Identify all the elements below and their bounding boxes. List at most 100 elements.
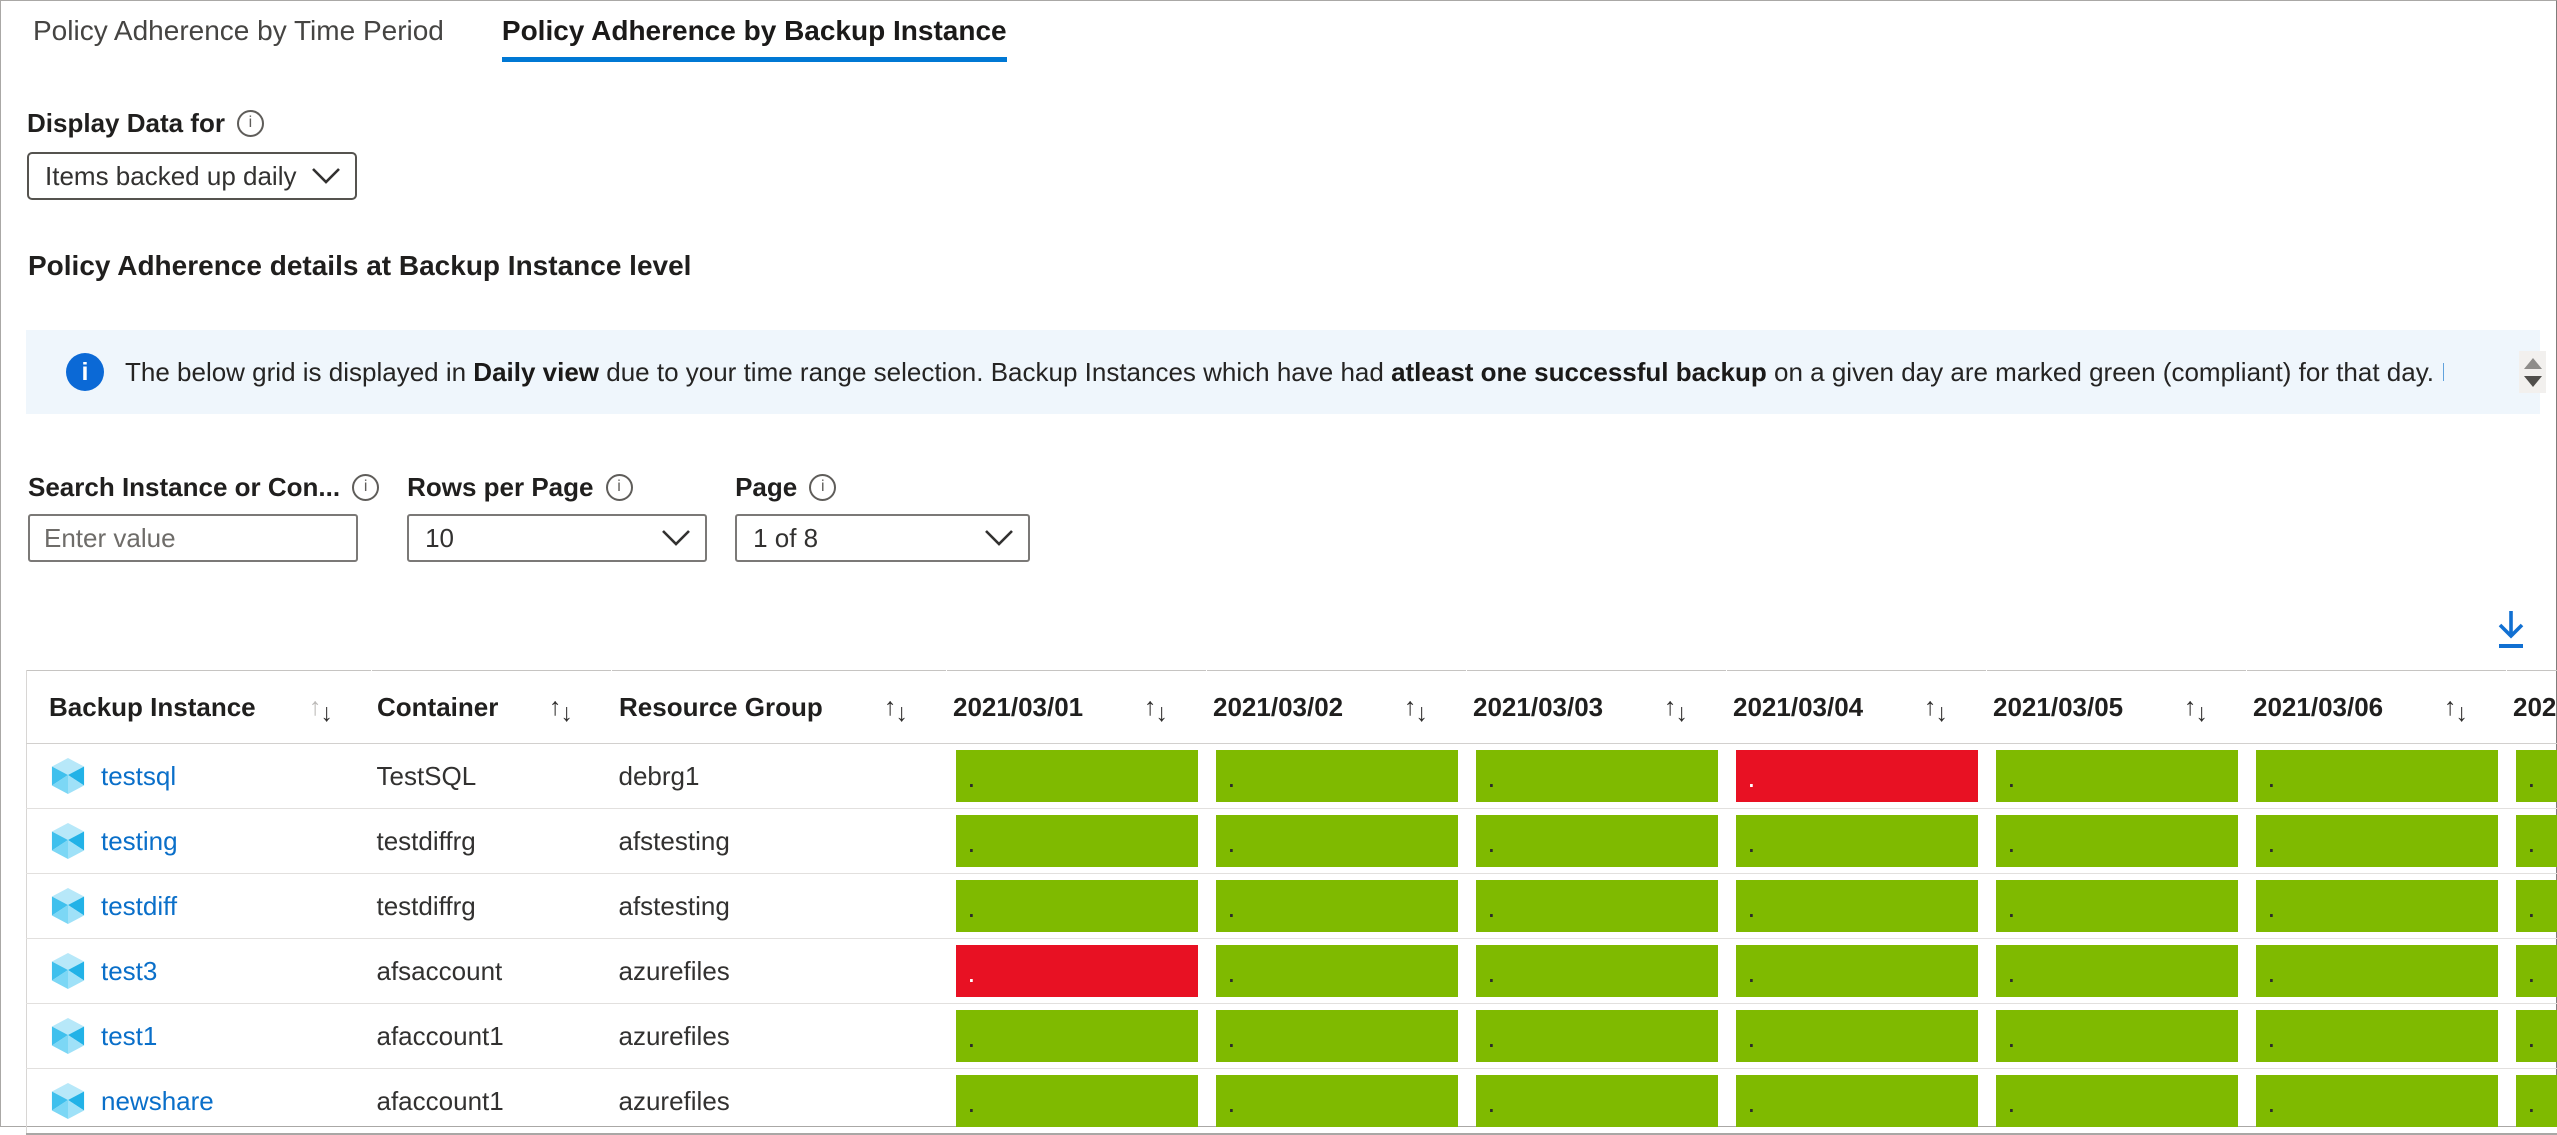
- sort-icon[interactable]: ↑↓: [1404, 693, 1428, 722]
- status-dot: .: [2008, 1024, 2016, 1052]
- download-button[interactable]: [2492, 607, 2530, 653]
- sort-down-icon: ↓: [2456, 699, 2469, 728]
- resource-group-cell: afstesting: [612, 874, 947, 939]
- status-dot: .: [2268, 764, 2276, 792]
- status-dot: .: [968, 1089, 976, 1117]
- info-icon[interactable]: i: [606, 474, 633, 501]
- column-header-backup-instance[interactable]: Backup Instance↑↓: [27, 671, 372, 744]
- tab-policy-adherence-by-time-period[interactable]: Policy Adherence by Time Period: [33, 15, 444, 62]
- resource-group-cell: debrg1: [612, 744, 947, 809]
- status-cell-compliant: .: [1216, 1010, 1458, 1062]
- display-data-select[interactable]: Items backed up daily: [27, 152, 357, 200]
- scroll-up-icon[interactable]: [2524, 358, 2542, 369]
- resource-group-cell: azurefiles: [612, 1004, 947, 1069]
- column-header-2021-03-01[interactable]: 2021/03/01↑↓: [947, 671, 1207, 744]
- status-cell-compliant: .: [1216, 750, 1458, 802]
- column-header-2021-03-03[interactable]: 2021/03/03 ↑↓: [1467, 671, 1727, 744]
- sort-icon[interactable]: ↑↓: [2184, 693, 2208, 722]
- column-header-label: Container: [377, 692, 498, 723]
- status-cell-compliant: .: [1736, 815, 1978, 867]
- status-cell-compliant: .: [1736, 880, 1978, 932]
- status-cell-compliant: .: [2516, 750, 2557, 802]
- status-dot: .: [2528, 1089, 2536, 1117]
- info-icon[interactable]: i: [352, 474, 379, 501]
- sort-icon[interactable]: ↑↓: [1144, 693, 1168, 722]
- status-dot: .: [2008, 829, 2016, 857]
- status-cell-compliant: .: [1996, 945, 2238, 997]
- sort-down-icon: ↓: [1156, 699, 1169, 728]
- resource-group-cell: azurefiles: [612, 1069, 947, 1135]
- status-cell-compliant: .: [1736, 1010, 1978, 1062]
- status-dot: .: [2528, 1024, 2536, 1052]
- column-header-container[interactable]: Container ↑↓: [372, 671, 612, 744]
- display-data-section: Display Data for i Items backed up daily: [27, 106, 2556, 200]
- status-cell-compliant: .: [2516, 945, 2557, 997]
- status-cell-compliant: .: [956, 880, 1198, 932]
- info-icon[interactable]: i: [809, 474, 836, 501]
- instance-link[interactable]: test3: [101, 956, 157, 987]
- status-cell-compliant: .: [956, 750, 1198, 802]
- info-icon[interactable]: i: [237, 110, 264, 137]
- instance-link[interactable]: test1: [101, 1021, 157, 1052]
- container-cell: TestSQL: [372, 744, 612, 809]
- column-header-2021-03-02[interactable]: 2021/03/02↑↓: [1207, 671, 1467, 744]
- instance-link[interactable]: testdiff: [101, 891, 177, 922]
- container-cell: afaccount1: [372, 1004, 612, 1069]
- status-cell-compliant: .: [2256, 1075, 2498, 1127]
- instance-link[interactable]: testsql: [101, 761, 176, 792]
- column-header-label: 2021/03/06: [2253, 692, 2383, 723]
- chevron-down-icon: [984, 529, 1014, 547]
- instance-link[interactable]: testing: [101, 826, 178, 857]
- page-select[interactable]: 1 of 8: [735, 514, 1030, 562]
- page-filter: Page i 1 of 8: [735, 470, 1030, 562]
- sort-icon[interactable]: ↑↓: [549, 693, 573, 722]
- tab-policy-adherence-by-backup-instance[interactable]: Policy Adherence by Backup Instance: [502, 15, 1007, 62]
- learn-more-link[interactable]: Learn more: [2441, 357, 2444, 387]
- rows-per-page-select[interactable]: 10: [407, 514, 707, 562]
- status-dot: .: [2268, 894, 2276, 922]
- display-data-label-text: Display Data for: [27, 108, 225, 139]
- status-cell-compliant: .: [1996, 880, 2238, 932]
- banner-scroll-spinner[interactable]: [2519, 351, 2546, 393]
- column-header-2021-03-06[interactable]: 2021/03/06 ↑↓: [2247, 671, 2507, 744]
- status-cell-compliant: .: [1736, 945, 1978, 997]
- sort-icon[interactable]: ↑↓: [884, 693, 908, 722]
- column-header-2021-03-04[interactable]: 2021/03/04↑↓: [1727, 671, 1987, 744]
- column-header-2021-03-05[interactable]: 2021/03/05↑↓: [1987, 671, 2247, 744]
- instance-link[interactable]: newshare: [101, 1086, 214, 1117]
- scroll-down-icon[interactable]: [2524, 376, 2542, 387]
- sort-icon[interactable]: ↑↓: [1924, 693, 1948, 722]
- sort-icon[interactable]: ↑↓: [1664, 693, 1688, 722]
- sort-icon[interactable]: ↑↓: [309, 693, 333, 722]
- tab-bar: Policy Adherence by Time Period Policy A…: [1, 1, 2556, 62]
- sort-down-icon: ↓: [2196, 699, 2209, 728]
- tab-label: Policy Adherence by Backup Instance: [502, 15, 1007, 46]
- status-dot: .: [968, 764, 976, 792]
- status-dot: .: [2528, 764, 2536, 792]
- sort-down-icon: ↓: [321, 699, 334, 728]
- chevron-down-icon: [661, 529, 691, 547]
- rows-per-page-value: 10: [425, 523, 454, 554]
- column-header-label: Resource Group: [619, 692, 823, 723]
- search-input[interactable]: [28, 514, 358, 562]
- search-label: Search Instance or Con... i: [28, 470, 379, 504]
- column-header-label: 2021/03/03: [1473, 692, 1603, 723]
- status-dot: .: [1748, 1024, 1756, 1052]
- sort-icon[interactable]: ↑↓: [2444, 693, 2468, 722]
- column-header-2021-03-07[interactable]: 2021/03/07: [2507, 671, 2557, 744]
- status-cell-compliant: .: [1996, 750, 2238, 802]
- column-header-resource-group[interactable]: Resource Group ↑↓: [612, 671, 947, 744]
- status-dot: .: [1228, 894, 1236, 922]
- status-cell-compliant: .: [1476, 945, 1718, 997]
- status-cell-compliant: .: [1736, 1075, 1978, 1127]
- status-cell-compliant: .: [1216, 1075, 1458, 1127]
- display-data-label: Display Data for i: [27, 106, 2556, 140]
- filter-bar: Search Instance or Con... i Rows per Pag…: [28, 470, 2556, 562]
- status-dot: .: [968, 829, 976, 857]
- status-dot: .: [1488, 829, 1496, 857]
- status-dot: .: [968, 959, 976, 987]
